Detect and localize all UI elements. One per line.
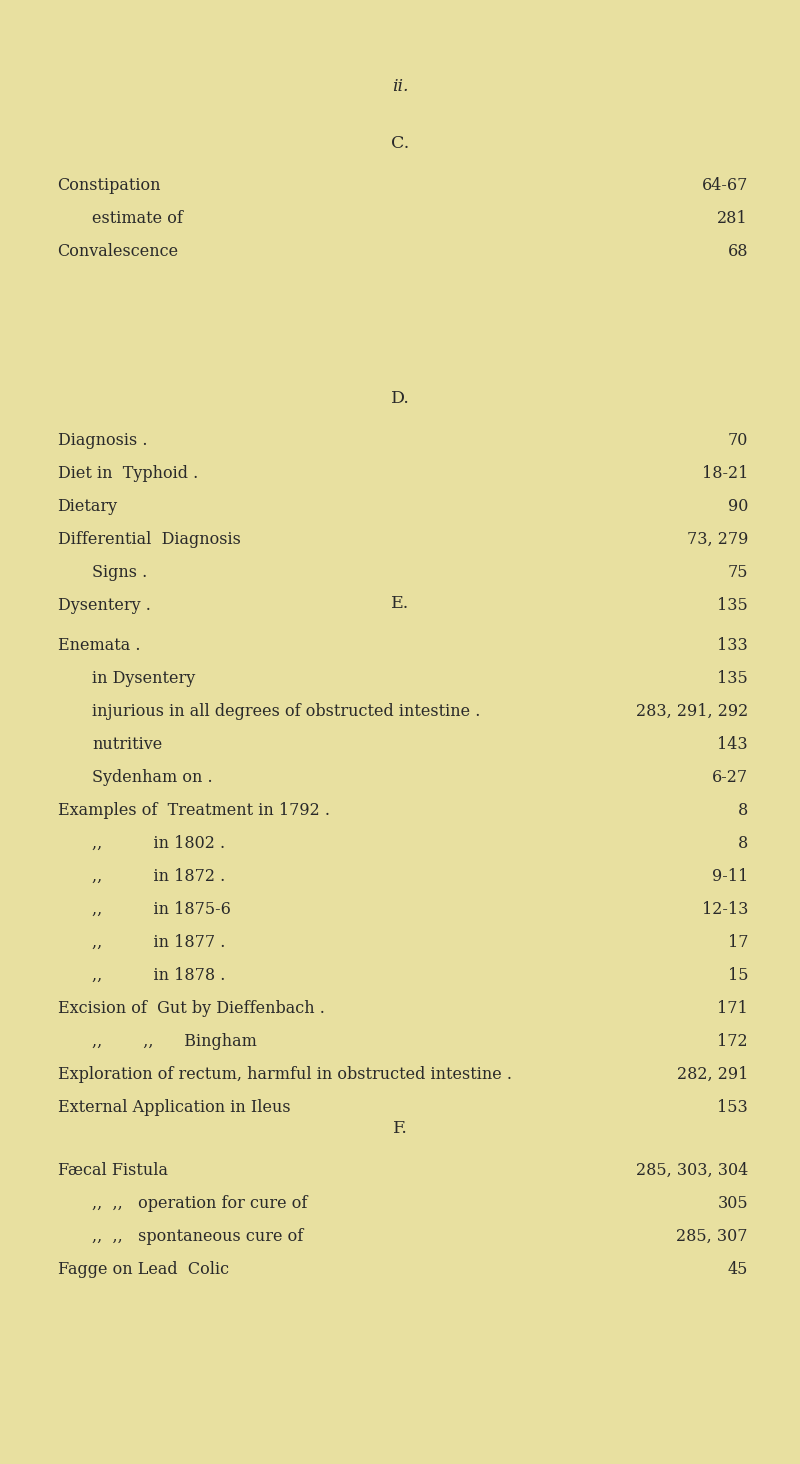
Text: Examples of  Treatment in 1792 .: Examples of Treatment in 1792 . [58, 802, 330, 818]
Text: Dietary: Dietary [58, 498, 118, 515]
Text: Convalescence: Convalescence [58, 243, 178, 261]
Text: 135: 135 [718, 597, 748, 613]
Text: 133: 133 [718, 637, 748, 654]
Text: 73, 279: 73, 279 [686, 531, 748, 548]
Text: injurious in all degrees of obstructed intestine .: injurious in all degrees of obstructed i… [92, 703, 480, 720]
Text: ,,          in 1802 .: ,, in 1802 . [92, 834, 225, 852]
Text: 282, 291: 282, 291 [677, 1066, 748, 1083]
Text: 6-27: 6-27 [712, 769, 748, 786]
Text: ,,        ,,      Bingham: ,, ,, Bingham [92, 1034, 257, 1050]
Text: 143: 143 [718, 736, 748, 752]
Text: Dysentery .: Dysentery . [58, 597, 150, 613]
Text: Fæcal Fistula: Fæcal Fistula [58, 1162, 168, 1179]
Text: F.: F. [393, 1120, 407, 1138]
Text: ,,          in 1875-6: ,, in 1875-6 [92, 900, 231, 918]
Text: ,,  ,,   operation for cure of: ,, ,, operation for cure of [92, 1195, 307, 1212]
Text: 135: 135 [718, 671, 748, 687]
Text: in Dysentery: in Dysentery [92, 671, 195, 687]
Text: Constipation: Constipation [58, 177, 161, 195]
Text: 12-13: 12-13 [702, 900, 748, 918]
Text: estimate of: estimate of [92, 209, 183, 227]
Text: 75: 75 [727, 564, 748, 581]
Text: 281: 281 [718, 209, 748, 227]
Text: ,,  ,,   spontaneous cure of: ,, ,, spontaneous cure of [92, 1228, 303, 1244]
Text: ,,          in 1872 .: ,, in 1872 . [92, 868, 226, 886]
Text: Signs .: Signs . [92, 564, 147, 581]
Text: 172: 172 [718, 1034, 748, 1050]
Text: Excision of  Gut by Dieffenbach .: Excision of Gut by Dieffenbach . [58, 1000, 325, 1017]
Text: External Application in Ileus: External Application in Ileus [58, 1099, 290, 1116]
Text: 8: 8 [738, 834, 748, 852]
Text: 17: 17 [727, 934, 748, 952]
Text: 9-11: 9-11 [712, 868, 748, 886]
Text: Diagnosis .: Diagnosis . [58, 432, 147, 449]
Text: Diet in  Typhoid .: Diet in Typhoid . [58, 466, 198, 482]
Text: E.: E. [391, 594, 409, 612]
Text: Fagge on Lead  Colic: Fagge on Lead Colic [58, 1261, 229, 1278]
Text: Enemata .: Enemata . [58, 637, 140, 654]
Text: 18-21: 18-21 [702, 466, 748, 482]
Text: 15: 15 [727, 968, 748, 984]
Text: 285, 303, 304: 285, 303, 304 [636, 1162, 748, 1179]
Text: 283, 291, 292: 283, 291, 292 [636, 703, 748, 720]
Text: 285, 307: 285, 307 [677, 1228, 748, 1244]
Text: 68: 68 [727, 243, 748, 261]
Text: C.: C. [391, 135, 409, 152]
Text: 90: 90 [728, 498, 748, 515]
Text: Exploration of rectum, harmful in obstructed intestine .: Exploration of rectum, harmful in obstru… [58, 1066, 512, 1083]
Text: 70: 70 [728, 432, 748, 449]
Text: D.: D. [390, 389, 410, 407]
Text: Differential  Diagnosis: Differential Diagnosis [58, 531, 241, 548]
Text: 45: 45 [728, 1261, 748, 1278]
Text: 171: 171 [718, 1000, 748, 1017]
Text: ,,          in 1877 .: ,, in 1877 . [92, 934, 226, 952]
Text: 305: 305 [718, 1195, 748, 1212]
Text: 153: 153 [718, 1099, 748, 1116]
Text: ii.: ii. [392, 78, 408, 95]
Text: nutritive: nutritive [92, 736, 162, 752]
Text: 64-67: 64-67 [702, 177, 748, 195]
Text: ,,          in 1878 .: ,, in 1878 . [92, 968, 226, 984]
Text: Sydenham on .: Sydenham on . [92, 769, 213, 786]
Text: 8: 8 [738, 802, 748, 818]
